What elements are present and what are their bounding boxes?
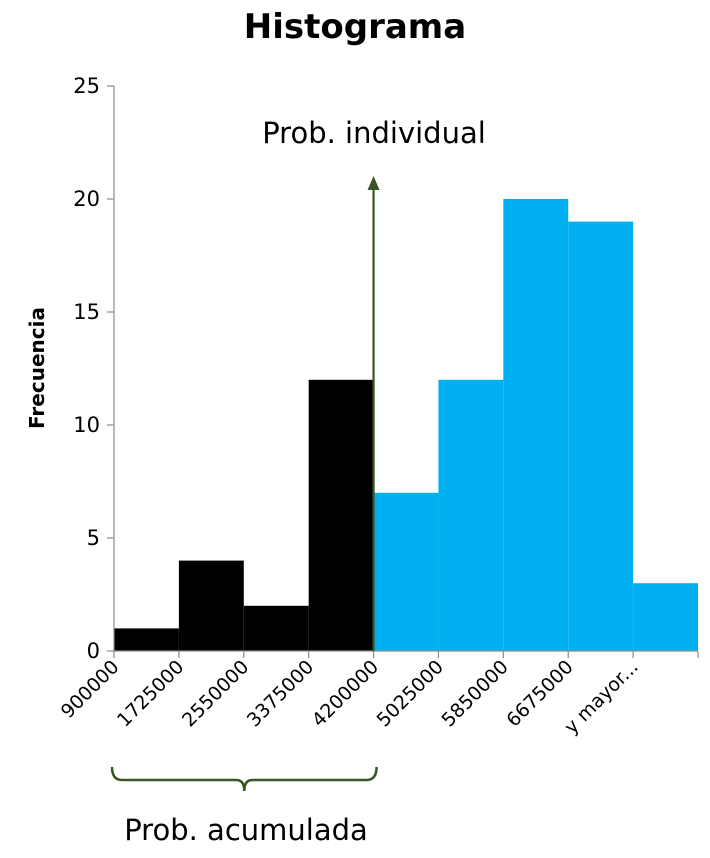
y-tick-label: 10 [73, 413, 100, 437]
x-tick-label: 1725000 [113, 656, 188, 731]
prob-individual-label: Prob. individual [262, 116, 486, 150]
bar-5025000 [438, 379, 504, 651]
x-tick-label: 5850000 [437, 656, 512, 731]
x-tick-label: 3375000 [243, 656, 318, 731]
bar-6675000 [568, 221, 634, 651]
bars-layer [114, 199, 698, 651]
cumulative-brace [110, 766, 378, 792]
y-tick-label: 25 [73, 74, 100, 98]
y-tick-label: 5 [87, 526, 100, 550]
y-tick-label: 0 [87, 639, 100, 663]
annotation-layer [110, 176, 380, 792]
bar-900000 [114, 628, 179, 651]
bar-4200000 [373, 492, 439, 651]
divider-arrow-head [367, 176, 380, 190]
bar-2550000 [243, 605, 309, 651]
y-tick-label: 20 [73, 187, 100, 211]
x-tick-label: 900000 [57, 656, 124, 723]
x-tick-label: 5025000 [373, 656, 448, 731]
y-tick-label: 15 [73, 300, 100, 324]
x-tick-label: 4200000 [308, 656, 383, 731]
prob-acumulada-label: Prob. acumulada [124, 813, 368, 847]
x-tick-label: 2550000 [178, 656, 253, 731]
bar-1725000 [178, 560, 244, 651]
chart-title: Histograma [244, 7, 466, 47]
y-axis-label: Frecuencia [25, 307, 49, 429]
bar-y mayor... [633, 583, 698, 651]
bar-5850000 [503, 199, 569, 651]
bar-3375000 [308, 379, 374, 651]
